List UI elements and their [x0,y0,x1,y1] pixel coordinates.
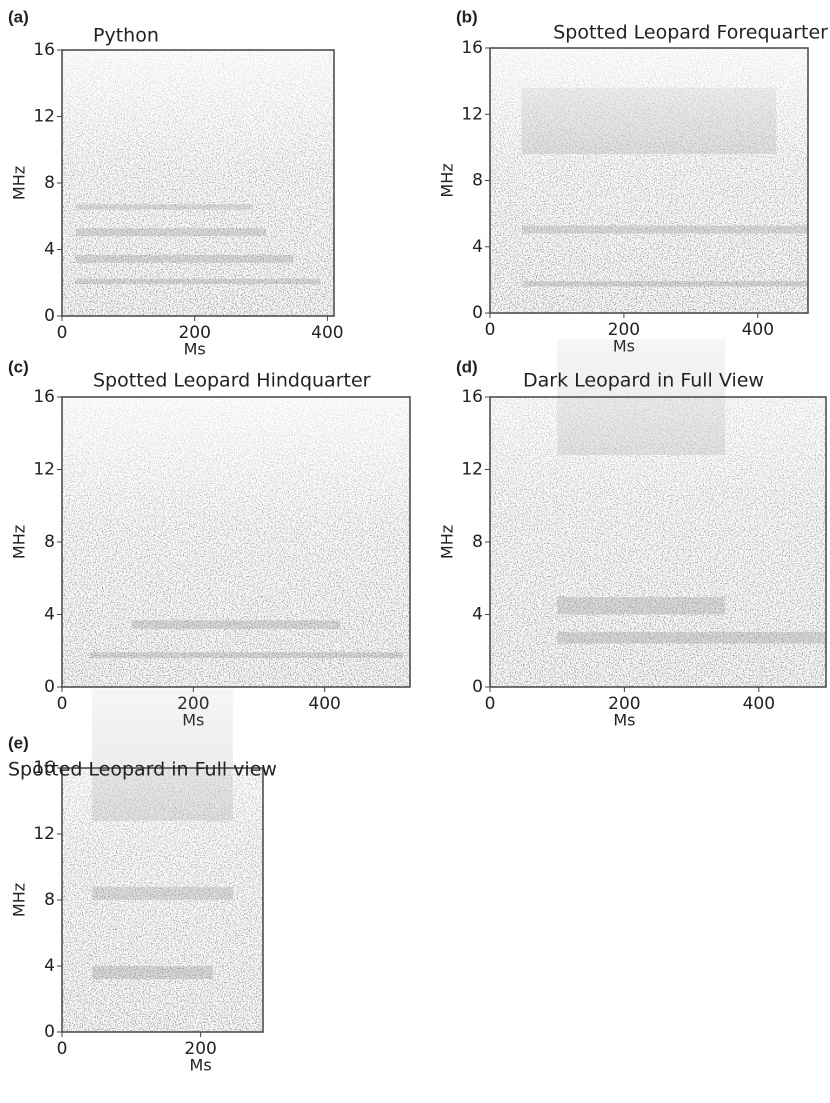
y-tick-label: 12 [33,824,55,844]
y-tick-label: 8 [44,890,55,910]
y-tick-label: 4 [44,605,55,625]
panel-label: (a) [8,7,29,26]
y-tick-label: 8 [472,532,483,552]
x-tick-label: 200 [177,694,209,714]
y-tick-label: 0 [472,303,483,323]
x-axis-label: Ms [182,711,204,730]
x-axis-label: Ms [613,337,635,356]
x-tick-label: 400 [743,694,775,714]
y-axis-label: MHz [10,166,29,200]
panel-label: (b) [456,7,478,26]
y-axis-label: MHz [438,525,457,559]
y-tick-label: 0 [44,306,55,326]
speckle [490,48,808,313]
x-tick-label: 200 [184,1039,216,1059]
x-tick-label: 0 [57,1039,68,1059]
x-tick-label: 0 [485,694,496,714]
y-axis-label: MHz [10,525,29,559]
y-tick-label: 12 [33,460,55,480]
panel-title: Dark Leopard in Full View [523,370,764,392]
y-tick-label: 8 [472,171,483,191]
y-tick-label: 8 [44,173,55,193]
y-tick-label: 12 [33,107,55,127]
y-tick-label: 0 [472,677,483,697]
panel-label: (e) [8,733,29,752]
panel-title: Spotted Leopard Forequarter [553,22,828,44]
x-axis-label: Ms [184,340,206,359]
y-axis-label: MHz [10,883,29,917]
x-axis-label: Ms [190,1056,212,1075]
y-tick-label: 16 [461,387,483,407]
spectrogram-image [62,50,334,316]
x-tick-label: 400 [308,694,340,714]
panel-title: Python [93,25,159,47]
y-tick-label: 4 [472,605,483,625]
spectrogram-image [62,397,410,687]
panel-title: Spotted Leopard Hindquarter [93,370,371,392]
y-tick-label: 12 [461,460,483,480]
y-tick-label: 16 [33,387,55,407]
x-tick-label: 0 [57,323,68,343]
y-tick-label: 12 [461,104,483,124]
y-tick-label: 4 [472,237,483,257]
y-tick-label: 8 [44,532,55,552]
panel-label: (c) [8,357,29,376]
y-axis-label: MHz [438,163,457,197]
x-tick-label: 400 [311,323,343,343]
x-axis-label: Ms [613,711,635,730]
y-tick-label: 4 [44,956,55,976]
y-tick-label: 0 [44,677,55,697]
speckle [62,768,263,1032]
x-tick-label: 200 [178,323,210,343]
y-tick-label: 16 [33,40,55,60]
y-tick-label: 4 [44,240,55,260]
speckle [62,50,334,316]
x-tick-label: 400 [742,320,774,340]
spectrogram-image [62,688,263,1032]
y-tick-label: 16 [33,758,55,778]
x-tick-label: 200 [608,320,640,340]
x-tick-label: 0 [57,694,68,714]
speckle [490,397,826,687]
spectrogram-image [490,339,826,687]
x-tick-label: 0 [485,320,496,340]
speckle [62,397,410,687]
y-tick-label: 0 [44,1022,55,1042]
x-tick-label: 200 [608,694,640,714]
panel-title: Spotted Leopard in Full view [8,759,277,781]
y-tick-label: 16 [461,38,483,58]
spectrogram-image [490,48,808,313]
panel-label: (d) [456,357,478,376]
